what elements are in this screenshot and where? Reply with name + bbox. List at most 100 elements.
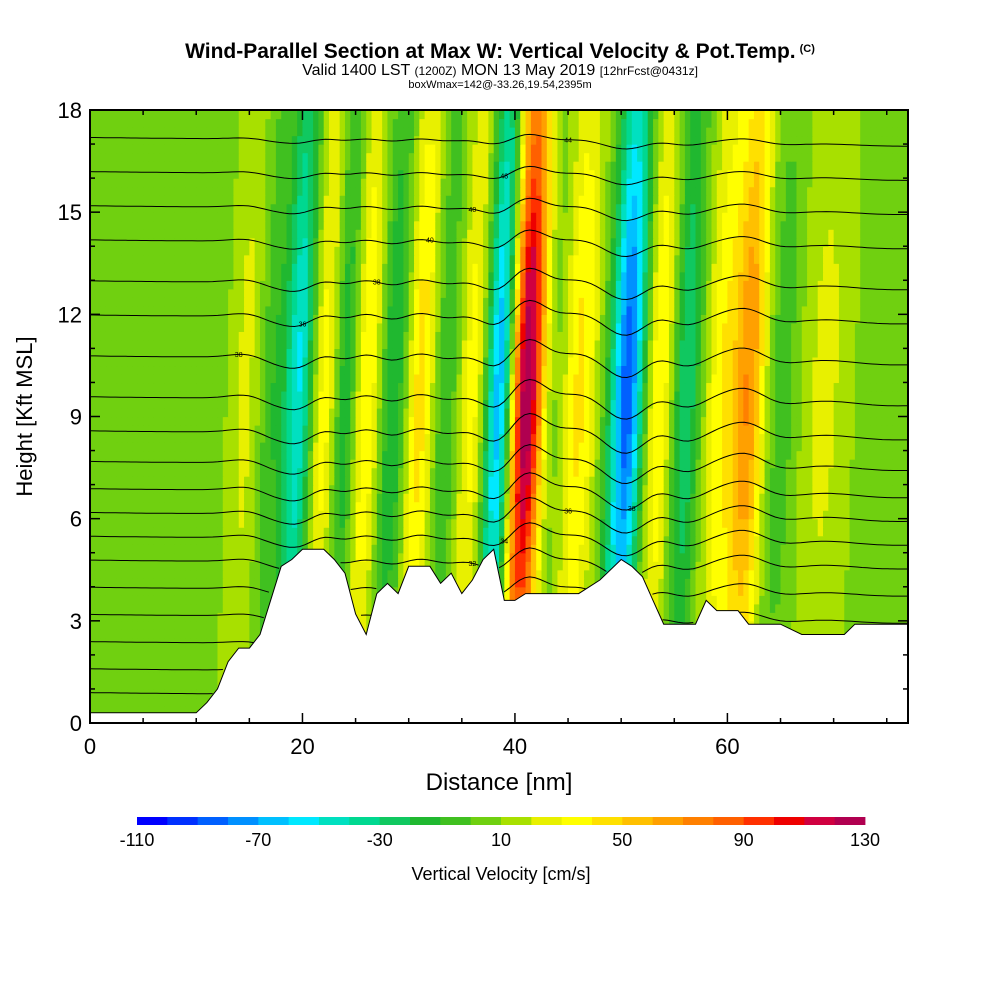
field-cell	[429, 518, 436, 528]
field-cell	[254, 595, 261, 605]
field-cell	[610, 552, 617, 562]
field-cell	[817, 518, 824, 528]
field-cell	[355, 450, 362, 460]
field-cell	[716, 586, 723, 596]
field-cell	[796, 467, 803, 477]
field-cell	[488, 484, 495, 494]
field-cell	[222, 442, 229, 452]
field-cell	[414, 527, 420, 537]
field-cell	[684, 518, 691, 528]
field-cell	[408, 561, 415, 571]
field-cell	[854, 493, 861, 503]
field-cell	[801, 612, 808, 622]
field-cell	[419, 552, 426, 562]
field-cell	[626, 450, 633, 460]
field-cell	[164, 569, 171, 579]
field-cell	[467, 493, 474, 503]
field-cell	[769, 544, 776, 554]
field-cell	[647, 459, 654, 469]
field-cell	[228, 518, 235, 528]
field-cell	[350, 595, 357, 605]
field-cell	[233, 535, 240, 545]
field-cell	[392, 476, 399, 486]
field-cell	[594, 527, 601, 537]
field-cell	[90, 595, 96, 605]
field-cell	[833, 535, 840, 545]
field-cell	[732, 552, 739, 562]
field-cell	[254, 510, 261, 520]
field-cell	[159, 561, 165, 571]
field-cell	[546, 484, 553, 494]
field-cell	[366, 476, 373, 486]
field-cell	[244, 620, 250, 630]
field-cell	[589, 569, 596, 579]
field-cell	[711, 510, 718, 520]
field-cell	[116, 527, 123, 537]
field-cell	[445, 476, 452, 486]
field-cell	[536, 561, 543, 571]
field-cell	[143, 476, 150, 486]
field-cell	[222, 595, 229, 605]
field-cell	[589, 493, 596, 503]
field-cell	[504, 586, 511, 596]
field-cell	[706, 510, 713, 520]
field-cell	[132, 680, 139, 690]
field-cell	[105, 697, 112, 707]
field-cell	[238, 467, 245, 477]
field-cell	[764, 493, 771, 503]
field-cell	[270, 467, 277, 477]
field-cell	[121, 527, 128, 537]
field-cell	[329, 501, 335, 511]
field-cell	[95, 578, 102, 588]
field-cell	[679, 612, 686, 622]
field-cell	[663, 544, 670, 554]
field-cell	[254, 476, 261, 486]
field-cell	[738, 518, 744, 528]
field-cell	[838, 586, 845, 596]
field-cell	[753, 518, 760, 528]
field-cell	[244, 442, 250, 452]
field-cell	[674, 518, 681, 528]
field-cell	[791, 561, 798, 571]
field-cell	[722, 450, 728, 460]
field-cell	[738, 578, 744, 588]
field-cell	[254, 467, 261, 477]
field-cell	[467, 484, 474, 494]
field-cell	[297, 493, 304, 503]
field-cell	[143, 510, 150, 520]
field-cell	[642, 527, 649, 537]
field-cell	[355, 527, 362, 537]
field-cell	[536, 518, 543, 528]
field-cell	[780, 459, 787, 469]
field-cell	[456, 450, 463, 460]
field-cell	[743, 459, 750, 469]
field-cell	[174, 510, 181, 520]
field-cell	[552, 544, 559, 554]
field-cell	[350, 561, 357, 571]
field-cell	[594, 476, 601, 486]
field-cell	[477, 501, 484, 511]
field-cell	[860, 510, 867, 520]
field-cell	[121, 646, 128, 656]
field-cell	[568, 467, 574, 477]
field-cell	[169, 476, 176, 486]
field-cell	[764, 544, 771, 554]
field-cell	[807, 544, 813, 554]
field-cell	[387, 484, 394, 494]
field-cell	[568, 578, 574, 588]
field-cell	[121, 501, 128, 511]
field-cell	[775, 612, 782, 622]
field-cell	[514, 459, 521, 469]
field-cell	[610, 450, 617, 460]
field-cell	[626, 476, 633, 486]
field-cell	[583, 450, 590, 460]
field-cell	[541, 552, 548, 562]
field-cell	[695, 493, 702, 503]
field-cell	[190, 552, 197, 562]
field-cell	[244, 476, 250, 486]
field-cell	[174, 561, 181, 571]
field-cell	[785, 552, 792, 562]
field-cell	[153, 595, 160, 605]
field-cell	[583, 493, 590, 503]
field-cell	[823, 552, 829, 562]
